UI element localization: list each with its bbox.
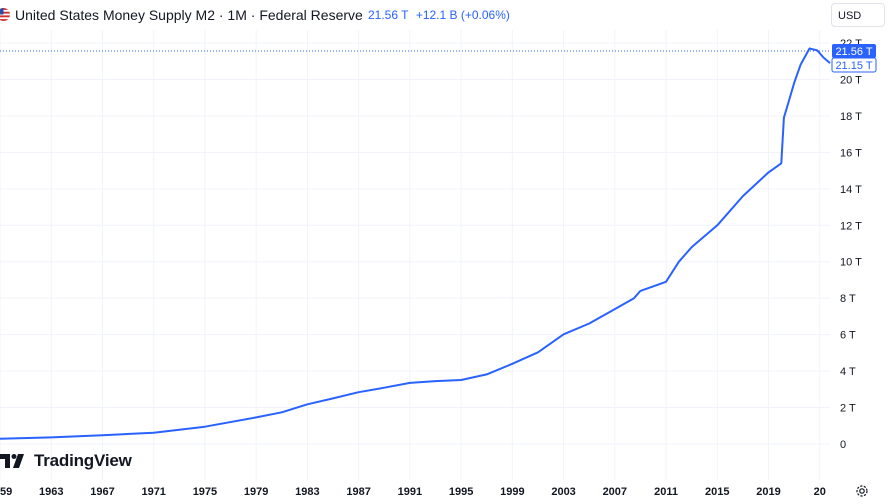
y-tick-label: 8 T [840,293,856,305]
change-value: +12.1 B (+0.06%) [415,8,510,22]
y-tick-label: 4 T [840,366,856,378]
series-line-m2 [0,47,831,440]
x-tick-label: 1995 [449,486,473,498]
x-tick-label: 1967 [90,486,114,498]
currency-selector[interactable]: USD [831,3,885,27]
y-tick-label: 0 [840,439,846,451]
last-value-badge-text: 21.56 T [835,46,872,58]
x-axis: 1959 1963 1967 1971 1975 1979 1983 1987 1991 1995… [0,486,826,498]
x-tick-label: 2003 [551,486,575,498]
price-badges: 21.56 T 21.15 T [831,44,877,73]
x-tick-label: 1991 [398,486,422,498]
y-tick-label: 2 T [840,403,856,415]
x-tick-label: 1959 [0,486,12,498]
x-tick-label: 1963 [39,486,63,498]
y-tick-label: 10 T [840,257,862,269]
y-tick-label: 16 T [840,147,862,159]
chart-title[interactable]: United States Money Supply M2 · 1M · Fed… [15,7,363,23]
x-tick-label: 2019 [756,486,780,498]
logo-text: TradingView [34,451,132,470]
x-tick-label: 2011 [654,486,678,498]
grid-lines [0,30,830,480]
chart-header: United States Money Supply M2 · 1M · Fed… [0,0,830,30]
y-axis: 02 T4 T6 T8 T10 T12 T14 T16 T18 T20 T22 … [840,38,862,451]
y-tick-label: 18 T [840,111,862,123]
quote-values: 21.56 T +12.1 B (+0.06%) [368,8,514,22]
crosshair-badge: 21.15 T [831,57,877,73]
x-tick-label: 1971 [141,486,165,498]
us-flag-icon [0,8,10,21]
y-tick-label: 20 T [840,74,862,86]
x-tick-label: 2015 [705,486,729,498]
x-tick-label: 1987 [346,486,370,498]
crosshair-badge-text: 21.15 T [835,60,872,72]
x-tick-label: 1979 [244,486,268,498]
tradingview-logo-icon [0,454,24,468]
last-value-badge: 21.56 T [832,44,876,59]
x-tick-label: 20 [814,486,826,498]
settings-gear-icon[interactable] [855,484,869,498]
x-tick-label: 1975 [193,486,217,498]
y-tick-label: 6 T [840,330,856,342]
x-tick-label: 2007 [603,486,627,498]
y-tick-label: 12 T [840,220,862,232]
y-tick-label: 14 T [840,184,862,196]
x-tick-label: 1983 [295,486,319,498]
last-value: 21.56 T [368,8,409,22]
x-tick-label: 1999 [500,486,524,498]
tradingview-logo[interactable]: TradingView [0,450,132,472]
